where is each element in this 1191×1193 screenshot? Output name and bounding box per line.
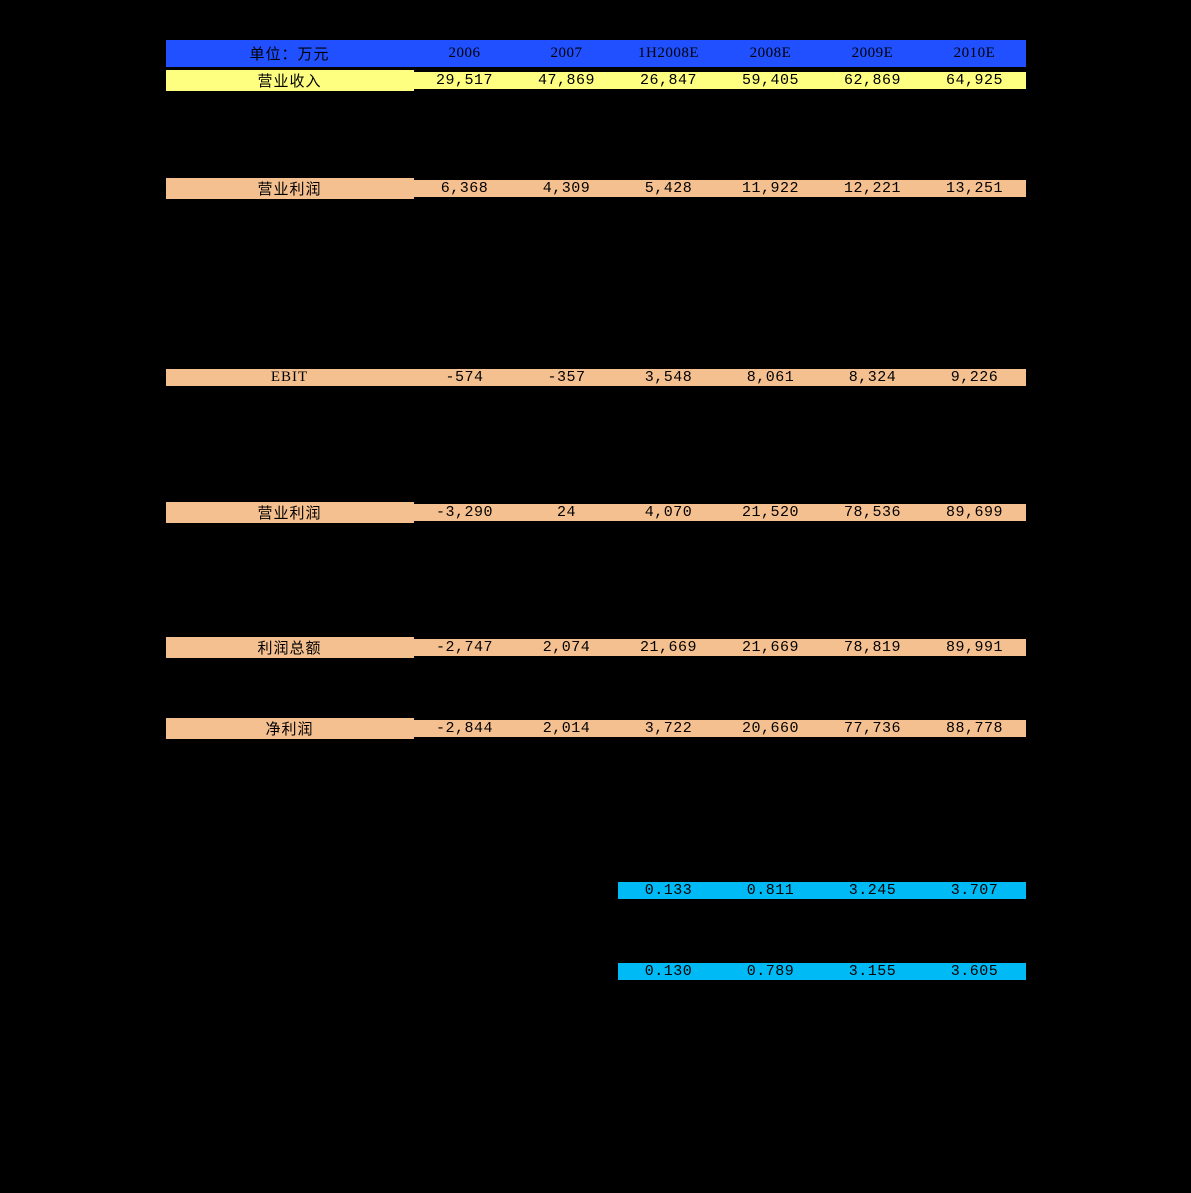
table-cell: 29,517 [414, 72, 516, 89]
table-cell: 3,548 [618, 369, 720, 386]
table-cell: 21,520 [720, 504, 822, 521]
header-col: 2010E [924, 45, 1026, 62]
spacer-row [166, 283, 1026, 310]
table-cell: -574 [414, 369, 516, 386]
row-label: 营业利润 [166, 178, 414, 199]
spacer-row [166, 148, 1026, 175]
header-col: 2007 [516, 45, 618, 62]
table-cell: 64,925 [924, 72, 1026, 89]
table-cell: 78,536 [822, 504, 924, 521]
row-label: 利润总额 [166, 637, 414, 658]
spacer-row [166, 445, 1026, 472]
table-row: 营业利润-3,290244,07021,52078,53689,699 [166, 499, 1026, 526]
table-cell: 0.133 [618, 882, 720, 899]
table-cell: -2,844 [414, 720, 516, 737]
header-col: 2009E [822, 45, 924, 62]
spacer-row [166, 310, 1026, 337]
spacer-row [166, 796, 1026, 823]
table-cell: 26,847 [618, 72, 720, 89]
table-cell: -3,290 [414, 504, 516, 521]
table-cell: 11,922 [720, 180, 822, 197]
table-cell: 0.130 [618, 963, 720, 980]
spacer-row [166, 391, 1026, 418]
row-label: 营业利润 [166, 502, 414, 523]
table-cell: 13,251 [924, 180, 1026, 197]
table-cell: 12,221 [822, 180, 924, 197]
header-col: 2006 [414, 45, 516, 62]
table-cell: 3,722 [618, 720, 720, 737]
table-cell: 3.245 [822, 882, 924, 899]
table-row: 0.1300.7893.1553.605 [166, 958, 1026, 985]
table-row: 0.1330.8113.2453.707 [166, 877, 1026, 904]
table-cell: 88,778 [924, 720, 1026, 737]
table-cell: 77,736 [822, 720, 924, 737]
table-cell: 59,405 [720, 72, 822, 89]
spacer-row [166, 850, 1026, 877]
table-cell: -2,747 [414, 639, 516, 656]
financial-table: 单位：万元 2006 2007 1H2008E 2008E 2009E 2010… [166, 40, 1026, 985]
table-header-row: 单位：万元 2006 2007 1H2008E 2008E 2009E 2010… [166, 40, 1026, 67]
header-col: 2008E [720, 45, 822, 62]
header-unit-label: 单位：万元 [166, 43, 414, 64]
table-cell: 21,669 [618, 639, 720, 656]
table-cell: 0.789 [720, 963, 822, 980]
table-cell: 2,074 [516, 639, 618, 656]
spacer-row [166, 607, 1026, 634]
table-cell: 62,869 [822, 72, 924, 89]
spacer-row [166, 202, 1026, 229]
spacer-row [166, 418, 1026, 445]
table-row: 营业收入29,51747,86926,84759,40562,86964,925 [166, 67, 1026, 94]
spacer-row [166, 931, 1026, 958]
spacer-row [166, 904, 1026, 931]
spacer-row [166, 526, 1026, 553]
spacer-row [166, 769, 1026, 796]
table-cell: 24 [516, 504, 618, 521]
spacer-row [166, 580, 1026, 607]
spacer-row [166, 823, 1026, 850]
table-cell: 9,226 [924, 369, 1026, 386]
table-cell: 0.811 [720, 882, 822, 899]
table-row: EBIT-574-3573,5488,0618,3249,226 [166, 364, 1026, 391]
table-cell: 3.605 [924, 963, 1026, 980]
row-label: 营业收入 [166, 70, 414, 91]
table-cell: 89,991 [924, 639, 1026, 656]
table-body: 营业收入29,51747,86926,84759,40562,86964,925… [166, 67, 1026, 985]
table-row: 净利润-2,8442,0143,72220,66077,73688,778 [166, 715, 1026, 742]
table-row: 营业利润6,3684,3095,42811,92212,22113,251 [166, 175, 1026, 202]
spacer-row [166, 94, 1026, 121]
spacer-row [166, 229, 1026, 256]
table-cell: 2,014 [516, 720, 618, 737]
spacer-row [166, 553, 1026, 580]
spacer-row [166, 742, 1026, 769]
header-col: 1H2008E [618, 45, 720, 62]
spacer-row [166, 121, 1026, 148]
spacer-row [166, 256, 1026, 283]
table-cell: 21,669 [720, 639, 822, 656]
table-cell: 8,324 [822, 369, 924, 386]
table-row: 利润总额-2,7472,07421,66921,66978,81989,991 [166, 634, 1026, 661]
spacer-row [166, 472, 1026, 499]
table-cell: 3.707 [924, 882, 1026, 899]
table-cell: 47,869 [516, 72, 618, 89]
table-cell: 5,428 [618, 180, 720, 197]
table-cell: 6,368 [414, 180, 516, 197]
spacer-row [166, 337, 1026, 364]
table-cell: 4,070 [618, 504, 720, 521]
table-cell: 8,061 [720, 369, 822, 386]
table-cell: 78,819 [822, 639, 924, 656]
row-label: 净利润 [166, 718, 414, 739]
spacer-row [166, 661, 1026, 688]
row-label: EBIT [166, 369, 414, 386]
table-cell: 20,660 [720, 720, 822, 737]
table-cell: -357 [516, 369, 618, 386]
spacer-row [166, 688, 1026, 715]
table-cell: 4,309 [516, 180, 618, 197]
table-cell: 3.155 [822, 963, 924, 980]
table-cell: 89,699 [924, 504, 1026, 521]
